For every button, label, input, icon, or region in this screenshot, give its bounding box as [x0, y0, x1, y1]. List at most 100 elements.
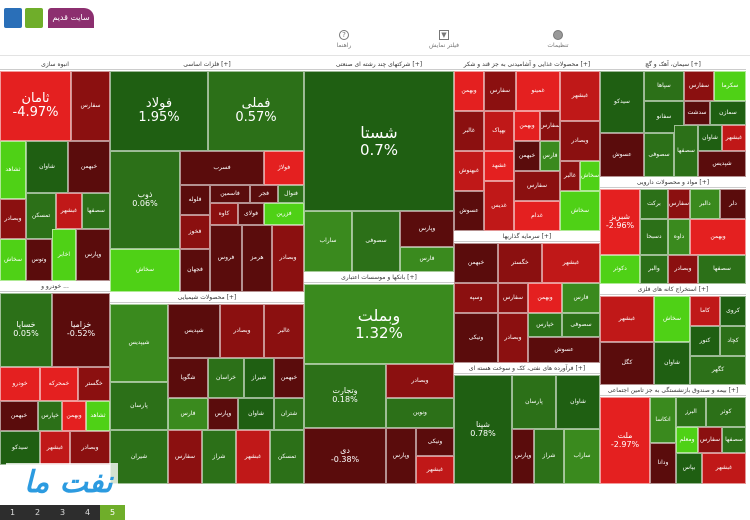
page-button-active[interactable]: 5 — [100, 505, 125, 520]
sector-title[interactable]: محصولات شیمیایی [+] — [110, 292, 304, 303]
stock-tile[interactable]: کوثر — [706, 397, 746, 427]
stock-tile[interactable]: سصفها — [698, 255, 746, 284]
sector-title[interactable]: بانکها و موسسات اعتباری [+] — [304, 272, 454, 283]
stock-tile[interactable]: اخابر — [52, 229, 76, 281]
sector-title[interactable]: فلزات اساسی [+] — [110, 59, 304, 70]
stock-tile[interactable]: سپاها — [644, 71, 684, 101]
stock-tile[interactable]: وبصادر — [560, 121, 600, 161]
stock-tile[interactable]: ثشاهد — [86, 401, 110, 431]
stock-tile[interactable]: کگهر — [690, 356, 746, 385]
old-site-button[interactable]: سایت قدیم — [48, 8, 94, 28]
stock-tile[interactable]: فسرب — [180, 151, 264, 185]
stock-tile[interactable]: ساراب — [304, 211, 352, 272]
stock-tile[interactable]: عسوش — [528, 337, 600, 363]
stock-tile[interactable]: کچاد — [720, 326, 746, 356]
stock-tile[interactable]: خمحرکه — [40, 367, 78, 401]
stock-tile[interactable]: سفارس — [684, 71, 714, 101]
stock-tile[interactable]: غبهنوش — [454, 151, 484, 191]
stock-tile[interactable]: خبهمن — [274, 358, 304, 398]
sector-title[interactable]: بیمه و صندوق بازنشستگی به جز تامین اجتما… — [600, 385, 746, 396]
stock-tile[interactable]: خراسان — [208, 358, 244, 398]
stock-tile[interactable]: وبهمن — [690, 219, 746, 255]
stock-tile[interactable]: شاوان — [238, 398, 274, 430]
stock-tile[interactable]: وبصادر — [386, 364, 454, 398]
stock-tile[interactable]: فارس — [562, 283, 600, 313]
stock-tile[interactable]: غالبر — [264, 304, 304, 358]
stock-tile[interactable]: وسپه — [454, 283, 498, 313]
stock-tile[interactable]: فملی 0.57% — [208, 71, 304, 151]
stock-tile[interactable]: ودانا — [650, 443, 676, 484]
settings-tool[interactable]: تنظیمات — [536, 30, 580, 49]
stock-tile[interactable]: سفارس — [514, 171, 560, 201]
page-button[interactable]: 1 — [9, 508, 16, 517]
stock-tile[interactable]: فولای — [238, 203, 264, 225]
stock-tile[interactable]: وتوس — [26, 239, 52, 281]
stock-tile[interactable]: شراز — [202, 430, 236, 484]
stock-tile[interactable]: والبر — [640, 255, 668, 284]
stock-tile[interactable]: شاوان — [26, 141, 68, 193]
stock-tile[interactable]: سیدکو — [0, 431, 40, 465]
stock-tile[interactable]: سخاش — [580, 161, 600, 191]
stock-tile[interactable]: شستا 0.7% — [304, 71, 454, 211]
stock-tile[interactable]: خساپا 0.05% — [0, 293, 52, 367]
stock-tile[interactable]: ثامان -4.97% — [0, 71, 71, 141]
stock-tile[interactable]: دکوثر — [600, 255, 640, 284]
stock-tile[interactable]: کروی — [720, 296, 746, 326]
stock-tile[interactable]: شپدیس — [168, 304, 220, 358]
stock-tile[interactable]: عسوش — [600, 133, 644, 177]
stock-tile[interactable]: غبشهر — [722, 125, 746, 151]
stock-tile[interactable]: پارسان — [512, 375, 556, 429]
stock-tile[interactable]: وبهمن — [528, 283, 562, 313]
stock-tile[interactable]: خپارس — [38, 401, 62, 431]
stock-tile[interactable]: شاوان — [698, 125, 722, 151]
stock-tile[interactable]: غدیس — [484, 181, 514, 231]
stock-tile[interactable]: فارس — [168, 398, 208, 430]
stock-tile[interactable]: سصفها — [82, 193, 110, 229]
stock-tile[interactable]: وبصادر — [498, 313, 528, 363]
stock-tile[interactable]: خبهمن — [0, 401, 38, 431]
stock-tile[interactable]: شراز — [534, 429, 564, 484]
stock-tile[interactable]: سصوفی — [562, 313, 600, 337]
stock-tile[interactable]: فجر — [250, 185, 278, 203]
stock-tile[interactable]: شاوان — [654, 342, 690, 385]
sector-title[interactable]: سیمان، آهک و گچ [+] — [600, 59, 746, 70]
stock-tile[interactable]: البرز — [676, 397, 706, 427]
stock-tile[interactable]: فلوله — [180, 185, 210, 215]
stock-tile[interactable]: دی -0.38% — [304, 428, 386, 484]
stock-tile[interactable]: تمسکن — [26, 193, 56, 239]
stock-tile[interactable]: وتجارت 0.18% — [304, 364, 386, 428]
sector-title[interactable]: استخراج کانه های فلزی [+] — [600, 284, 746, 295]
stock-tile[interactable]: غدام — [514, 201, 560, 231]
stock-tile[interactable]: سخاش — [560, 191, 600, 231]
stock-tile[interactable]: وبصادر — [70, 431, 110, 465]
stock-tile[interactable]: خبهمن — [514, 141, 540, 171]
stock-tile[interactable]: فارس — [400, 247, 454, 272]
sector-title[interactable]: محصولات غذایی و آشامیدنی به جز قند و شکر… — [454, 59, 600, 70]
stock-tile[interactable]: ملت -2.97% — [600, 397, 650, 484]
stock-tile[interactable]: غالبر — [454, 111, 484, 151]
stock-tile[interactable]: سخاش — [0, 239, 26, 281]
stock-tile[interactable]: غبشهر — [40, 431, 70, 465]
stock-tile[interactable]: سفارس — [71, 71, 110, 141]
stock-tile[interactable]: خزامیا -0.52% — [52, 293, 110, 367]
stock-tile[interactable]: سصوفی — [352, 211, 400, 272]
stock-tile[interactable]: فروس — [210, 225, 242, 292]
stock-tile[interactable]: شگویا — [168, 358, 208, 398]
stock-tile[interactable]: خگستر — [78, 367, 110, 401]
stock-tile[interactable]: فارس — [540, 141, 560, 171]
sector-title[interactable]: شرکتهای چند رشته ای صنعتی [+] — [304, 59, 454, 70]
help-tool[interactable]: ? راهنما — [322, 30, 366, 49]
stock-tile[interactable]: پارسان — [110, 382, 168, 430]
stock-tile[interactable]: غبشهر — [56, 193, 82, 229]
stock-tile[interactable]: سمازن — [710, 101, 746, 125]
stock-tile[interactable]: سفارس — [698, 427, 722, 453]
stock-tile[interactable]: هرمز — [242, 225, 272, 292]
stock-tile[interactable]: سصفها — [722, 427, 746, 453]
stock-tile[interactable]: خودرو — [0, 367, 40, 401]
stock-tile[interactable]: وبصادر — [272, 225, 304, 292]
stock-tile[interactable]: ونوین — [386, 398, 454, 428]
stock-tile[interactable]: شپنا 0.78% — [454, 375, 512, 484]
stock-tile[interactable]: وبصادر — [220, 304, 264, 358]
stock-tile[interactable]: غبشهر — [560, 71, 600, 121]
sector-title[interactable]: خودرو و ... — [0, 281, 110, 292]
